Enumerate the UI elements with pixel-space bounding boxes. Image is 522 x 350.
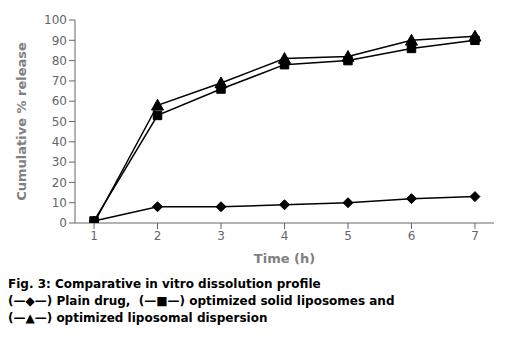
svg-text:6: 6 xyxy=(408,229,416,243)
svg-text:2: 2 xyxy=(154,229,162,243)
svg-text:3: 3 xyxy=(217,229,225,243)
svg-text:80: 80 xyxy=(52,54,67,68)
svg-text:0: 0 xyxy=(59,216,67,230)
svg-text:20: 20 xyxy=(52,176,67,190)
svg-text:10: 10 xyxy=(52,196,67,210)
svg-text:70: 70 xyxy=(52,74,67,88)
html-text:Fig. 3: Comparative in vitro d: Fig. 3: Comparative in vitro dissolution… xyxy=(8,277,321,291)
svg-text:60: 60 xyxy=(52,94,67,108)
svg-text:100: 100 xyxy=(44,13,67,27)
svg-text:50: 50 xyxy=(52,115,67,129)
svg-text:30: 30 xyxy=(52,155,67,169)
svg-text:90: 90 xyxy=(52,34,67,48)
html-text:(—◆—) Plain drug, (—■—) optimi: (—◆—) Plain drug, (—■—) optimized solid … xyxy=(8,294,395,308)
svg-text:40: 40 xyxy=(52,135,67,149)
svg-text:1: 1 xyxy=(90,229,98,243)
svg-text:Time (h): Time (h) xyxy=(254,251,315,266)
html-text:(—▲—) optimized liposomal disp: (—▲—) optimized liposomal dispersion xyxy=(8,311,268,325)
svg-text:5: 5 xyxy=(344,229,352,243)
svg-text:Cumulative % release: Cumulative % release xyxy=(14,42,29,201)
svg-text:7: 7 xyxy=(471,229,479,243)
svg-text:4: 4 xyxy=(281,229,289,243)
